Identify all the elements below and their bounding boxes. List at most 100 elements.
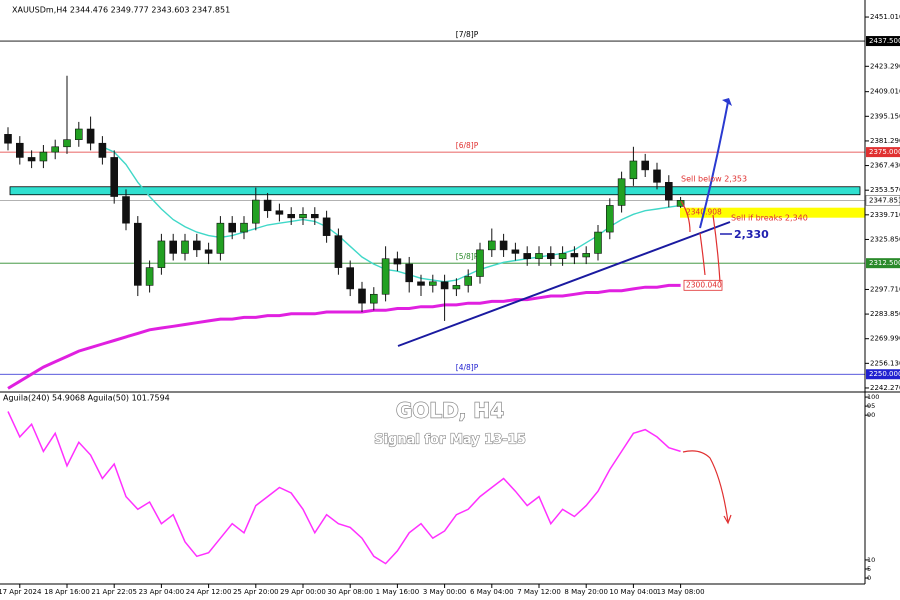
candle-body — [216, 222, 225, 254]
candle-body — [499, 240, 508, 251]
candle-body — [122, 196, 130, 224]
candle-body — [405, 263, 414, 283]
indicator-tick-label: 90 — [867, 411, 875, 419]
x-tick-label: 17 Apr 2024 — [0, 588, 42, 596]
candle-body — [558, 253, 567, 260]
candle-body — [169, 240, 177, 254]
candle-body — [605, 205, 614, 233]
candle-body — [346, 267, 355, 290]
candle-body — [334, 235, 343, 268]
candle-body — [134, 222, 142, 286]
annotation: Sell if breaks 2,340 — [731, 214, 808, 223]
candle-body — [535, 253, 543, 260]
candle-body — [664, 182, 673, 201]
x-tick-label: 3 May 00:00 — [423, 588, 467, 596]
candle-body — [322, 217, 331, 236]
indicator-arrow — [682, 450, 729, 523]
moving-average — [7, 283, 681, 390]
candle-body — [181, 240, 189, 254]
candle-body — [75, 128, 83, 140]
y-tick-label: 2256.130 — [870, 359, 900, 367]
candle-body — [629, 160, 638, 180]
candle-body — [15, 142, 24, 158]
level-value: 2437.500 — [869, 37, 900, 45]
candle-body — [653, 169, 661, 183]
candle-body — [546, 253, 555, 260]
arrow-head — [722, 98, 732, 106]
candle-body — [145, 267, 154, 286]
candle-body — [417, 281, 425, 286]
level-label: [7/8]P — [456, 30, 479, 39]
arrow-down — [712, 214, 721, 283]
x-tick-label: 1 May 16:00 — [376, 588, 420, 596]
level-box — [866, 258, 900, 269]
moving-average — [102, 146, 681, 283]
x-tick-label: 29 Apr 00:00 — [280, 588, 326, 596]
current-price-box — [865, 195, 900, 206]
candle-body — [523, 253, 532, 260]
level-value: 2375.000 — [869, 148, 900, 156]
level-box — [866, 147, 900, 158]
y-tick-label: 2339.710 — [870, 211, 900, 219]
price-mark-label: 2300.040 — [686, 280, 722, 289]
candle-body — [228, 222, 236, 233]
candle-body — [464, 276, 473, 286]
level-value: 2312.500 — [869, 259, 900, 267]
x-tick-label: 25 Apr 20:00 — [233, 588, 279, 596]
arrow-down — [699, 232, 706, 276]
y-tick-label: 2269.990 — [870, 335, 900, 343]
indicator-tick-label: 0 — [867, 574, 871, 582]
candle-body — [204, 249, 213, 254]
candle-body — [299, 214, 307, 219]
candle-body — [358, 288, 366, 304]
x-tick-label: 23 Apr 04:00 — [139, 588, 185, 596]
candle-body — [676, 200, 685, 207]
arrow-up — [699, 101, 729, 229]
candle-body — [263, 199, 272, 212]
candle-body — [511, 249, 520, 254]
candle-body — [440, 281, 449, 290]
price-band — [680, 207, 865, 218]
candle-body — [287, 214, 296, 219]
indicator-tick-label: 100 — [867, 393, 879, 401]
candle-body — [252, 199, 260, 224]
x-tick-label: 10 May 04:00 — [609, 588, 657, 596]
y-tick-label: 2353.570 — [870, 186, 900, 194]
current-price-label: 2347.851 — [869, 196, 900, 204]
y-tick-label: 2283.850 — [870, 310, 900, 318]
y-tick-label: 2297.710 — [870, 285, 900, 293]
candle-body — [86, 128, 95, 144]
price-box — [683, 279, 723, 291]
level-box — [866, 369, 900, 380]
candle-body — [4, 134, 12, 144]
level-label: [5/8]P — [456, 252, 479, 261]
candle-body — [39, 151, 48, 162]
plot: 2451.010 2423.290 2409.010 2395.150 2381.290… — [0, 13, 900, 596]
support-zone — [9, 186, 861, 196]
indicator-tick-label: 5 — [867, 565, 871, 573]
y-tick-label: 2325.850 — [870, 235, 900, 243]
candle-body — [594, 231, 602, 254]
indicator-tick-label: 10 — [867, 556, 875, 564]
candle-body — [110, 157, 118, 197]
candle-body — [51, 146, 60, 153]
level-value: 2250.000 — [869, 370, 900, 378]
annotation: 2,330 — [734, 228, 769, 241]
candle-body — [617, 178, 626, 206]
chart-title: GOLD, H4 — [396, 399, 504, 423]
x-tick-label: 6 May 04:00 — [470, 588, 514, 596]
candle-body — [157, 240, 166, 268]
y-tick-label: 2423.290 — [870, 62, 900, 70]
x-tick-label: 8 May 20:00 — [564, 588, 608, 596]
level-label: [6/8]P — [456, 141, 479, 150]
candle-body — [240, 222, 248, 233]
candle-body — [487, 240, 496, 251]
candle-body — [27, 157, 36, 162]
candle-body — [452, 285, 461, 290]
level-label: [4/8]P — [456, 363, 479, 372]
y-tick-label: 2395.150 — [870, 112, 900, 120]
y-tick-label: 2381.290 — [870, 137, 900, 145]
candle-body — [193, 240, 201, 251]
